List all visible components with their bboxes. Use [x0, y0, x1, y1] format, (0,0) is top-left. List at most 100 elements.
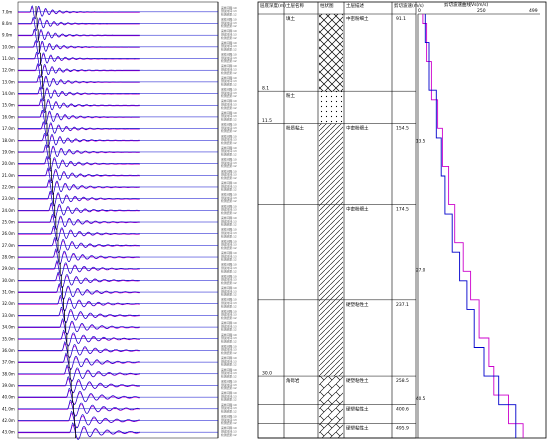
waveform-trace-b — [18, 366, 140, 382]
depth-label: 31.0m — [2, 290, 15, 295]
waveform-trace-a — [18, 306, 140, 324]
strata-pattern — [319, 91, 343, 124]
depth-label: 29.0m — [2, 266, 15, 271]
trace-note-line: 采样间隔:10 — [221, 29, 237, 33]
layer-vs: 237.1 — [396, 302, 409, 308]
trace-note-line: 检测结果:12 — [221, 82, 237, 86]
trace-note-line: 检测结果:12 — [221, 129, 237, 133]
waveform-trace-a — [18, 132, 140, 149]
header-profile: 剪切波速曲线Vs(m/s) — [444, 1, 488, 8]
trace-note-line: 检测结果:12 — [221, 59, 237, 63]
profile-tick: 250 — [477, 8, 486, 14]
trace-note-line: 检测结果:12 — [221, 246, 237, 250]
trace-note-line: 检测结果:12 — [221, 141, 237, 145]
trace-note-line: 检测结果:12 — [221, 293, 237, 297]
trace-note-line: 检测结果:12 — [221, 153, 237, 157]
layer-description: 中密粉细土 — [346, 15, 369, 22]
depth-label: 32.0m — [2, 301, 15, 306]
trace-note-line: 检测结果:12 — [221, 223, 237, 227]
strata-pattern — [319, 376, 343, 405]
trace-note-line: 检测结果:12 — [221, 234, 237, 238]
trace-note-line: 检测结果:12 — [221, 433, 237, 437]
layer-vs: 258.5 — [396, 378, 409, 384]
waveform-trace-b — [18, 123, 140, 136]
layer-name: 粉土 — [286, 92, 295, 99]
trace-note-line: 检测结果:12 — [221, 409, 237, 413]
waveform-trace-b — [18, 284, 140, 300]
waveform-trace-a — [18, 237, 140, 254]
trace-note-line: 测试时间:13 — [221, 219, 237, 223]
trace-note-line: 采样间隔:10 — [221, 169, 237, 173]
waveform-panel: 7.0m采样间隔:10测试时间:13检测结果:128.0m采样间隔:10测试时间… — [2, 1, 237, 440]
waveform-trace-a — [18, 121, 140, 137]
trace-note-line: 测试时间:13 — [221, 44, 237, 48]
trace-note-line: 采样间隔:10 — [221, 239, 237, 243]
waveform-trace-a — [18, 110, 140, 125]
trace-note-line: 检测结果:12 — [221, 339, 237, 343]
trace-note-line: 采样间隔:10 — [221, 274, 237, 278]
depth-label: 12.0m — [2, 68, 15, 73]
trace-note-line: 检测结果:12 — [221, 199, 237, 203]
trace-note-line: 测试时间:13 — [221, 196, 237, 200]
waveform-trace-b — [18, 88, 140, 101]
trace-note-line: 测试时间:13 — [221, 79, 237, 83]
waveform-trace-a — [18, 63, 140, 78]
layer-vs: 400.6 — [396, 407, 409, 413]
trace-note-line: 采样间隔:10 — [221, 426, 237, 430]
strata-pattern — [319, 204, 343, 300]
depth-label: 42.0m — [2, 418, 15, 423]
layer-description: 硬塑粘性土 — [346, 406, 369, 413]
trace-note-line: 采样间隔:10 — [221, 158, 237, 162]
waveform-trace-a — [18, 155, 140, 172]
trace-note-line: 采样间隔:10 — [221, 368, 237, 372]
waveform-trace-b — [18, 146, 140, 160]
depth-label: 38.0m — [2, 371, 15, 376]
trace-note-line: 检测结果:12 — [221, 398, 237, 402]
depth-label: 14.0m — [2, 91, 15, 96]
waveform-trace-a — [18, 225, 140, 242]
waveform-trace-a — [18, 144, 140, 160]
trace-note-line: 采样间隔:10 — [221, 379, 237, 383]
trace-note-line: 检测结果:12 — [221, 118, 237, 122]
trace-note-line: 测试时间:13 — [221, 383, 237, 387]
depth-label: 21.0m — [2, 173, 15, 178]
trace-note-line: 采样间隔:10 — [221, 321, 237, 325]
trace-note-line: 测试时间:13 — [221, 21, 237, 25]
waveform-trace-b — [18, 308, 140, 323]
waveform-trace-a — [18, 40, 140, 55]
waveform-trace-a — [18, 376, 140, 394]
trace-note-line: 检测结果:12 — [221, 106, 237, 110]
depth-label: 30.0m — [2, 278, 15, 283]
trace-note-line: 采样间隔:10 — [221, 298, 237, 302]
profile-depth-mark: 13.5 — [416, 139, 426, 144]
trace-note-line: 测试时间:13 — [221, 161, 237, 165]
depth-label: 18.0m — [2, 138, 15, 143]
trace-note-line: 测试时间:13 — [221, 359, 237, 363]
waveform-trace-b — [18, 296, 140, 312]
trace-note-line: 检测结果:12 — [221, 188, 237, 192]
depth-label: 40.0m — [2, 395, 15, 400]
trace-note-line: 测试时间:13 — [221, 406, 237, 410]
depth-label: 7.0m — [2, 9, 12, 14]
depth-label: 19.0m — [2, 149, 15, 154]
waveform-trace-a — [18, 167, 140, 184]
depth-label: 24.0m — [2, 208, 15, 213]
vs-curve-blue — [424, 14, 517, 438]
depth-label: 26.0m — [2, 231, 15, 236]
layer-description: 中密粉细土 — [346, 206, 369, 213]
